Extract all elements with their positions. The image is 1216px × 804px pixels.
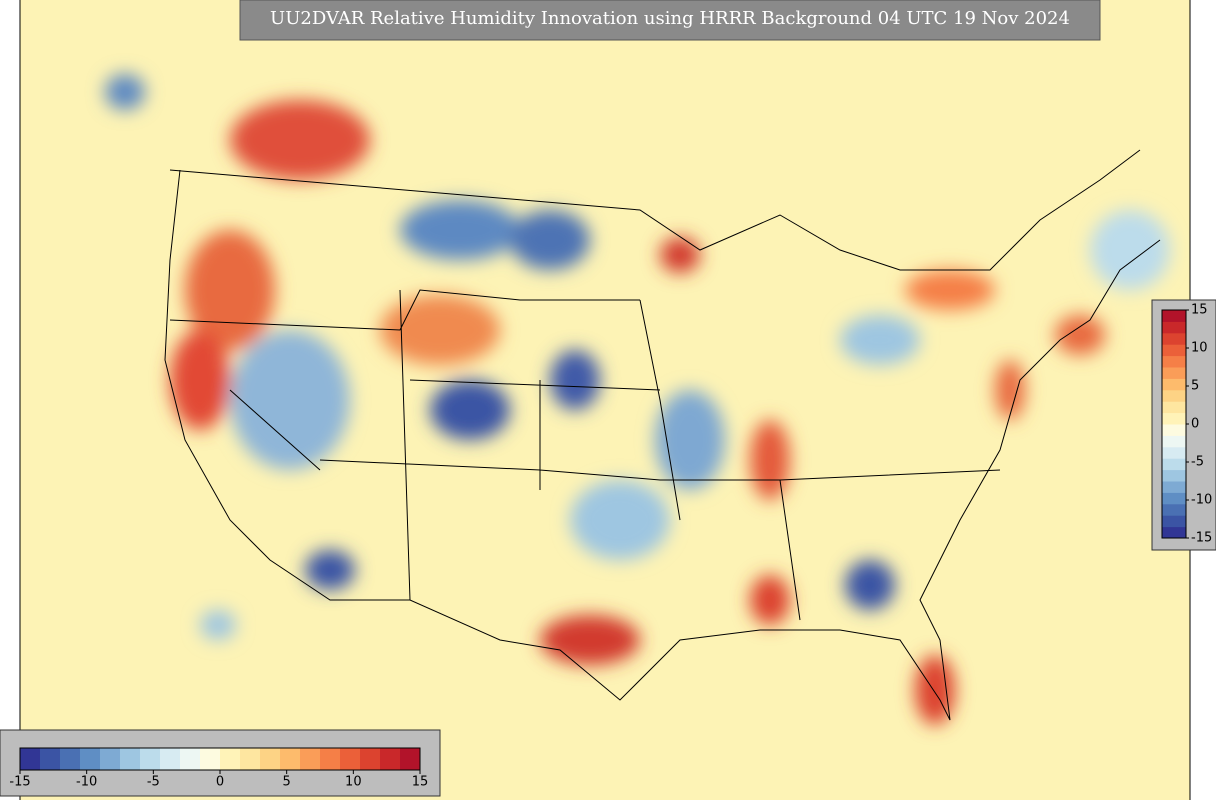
- colorbar-segment: [180, 748, 201, 770]
- colorbar-segment: [1162, 492, 1186, 505]
- colorbar-segment: [1162, 401, 1186, 414]
- colorbar-tick-label: -10: [76, 775, 97, 790]
- colorbar-segment: [380, 748, 401, 770]
- colorbar-segment: [1162, 378, 1186, 391]
- colorbar-segment: [1162, 458, 1186, 471]
- colorbar-tick-label: -5: [1191, 455, 1204, 470]
- colorbar-segment: [280, 748, 301, 770]
- colorbar-segment: [1162, 412, 1186, 425]
- colorbar-segment: [120, 748, 141, 770]
- colorbar-tick-label: 5: [1191, 379, 1199, 394]
- colorbar-segment: [300, 748, 321, 770]
- colorbar-segment: [60, 748, 81, 770]
- colorbar-tick-label: 15: [1191, 303, 1208, 318]
- colorbar-segment: [260, 748, 281, 770]
- colorbar-tick-label: 10: [345, 775, 362, 790]
- colorbar-tick-label: 10: [1191, 341, 1208, 356]
- colorbar-segment: [1162, 332, 1186, 345]
- colorbar-tick-label: 0: [1191, 417, 1199, 432]
- colorbar-segment: [400, 748, 421, 770]
- colorbar-segment: [220, 748, 241, 770]
- colorbar-segment: [1162, 526, 1186, 539]
- colorbar-segment: [1162, 367, 1186, 379]
- colorbar-segment: [160, 748, 181, 770]
- colorbar-segment: [1162, 515, 1186, 528]
- colorbar-tick-label: -15: [1191, 531, 1212, 546]
- colorbar-segment: [1162, 389, 1186, 402]
- colorbar-segment: [20, 748, 41, 770]
- colorbar-segment: [100, 748, 121, 770]
- colorbar-tick-label: 5: [283, 775, 291, 790]
- colorbar-segment: [360, 748, 381, 770]
- colorbar-segment: [1162, 503, 1186, 516]
- map-title: UU2DVAR Relative Humidity Innovation usi…: [270, 8, 1070, 29]
- colorbar-segment: [1162, 310, 1186, 322]
- colorbar-tick-label: -15: [9, 775, 30, 790]
- state-lines: [169, 289, 1001, 621]
- colorbar-segment: [240, 748, 261, 770]
- colorbar-tick-label: -5: [147, 775, 160, 790]
- colorbar-segment: [1162, 446, 1186, 459]
- colorbar-segment: [140, 748, 161, 770]
- humidity-field: [105, 74, 1170, 725]
- colorbar-segment: [1162, 435, 1186, 448]
- colorbar-segment: [1162, 424, 1186, 436]
- colorbar-segment: [320, 748, 341, 770]
- colorbar-segment: [1162, 355, 1186, 368]
- coastline: [164, 169, 1161, 721]
- colorbar-segment: [200, 748, 221, 770]
- colorbar-segment: [40, 748, 61, 770]
- colorbar-segment: [80, 748, 101, 770]
- title-box: [239, 0, 1101, 41]
- colorbar-tick-label: 0: [216, 775, 224, 790]
- colorbar-tick-label: 15: [412, 775, 429, 790]
- colorbar-segment: [340, 748, 361, 770]
- colorbars: -15 -10 -5 0 5 10 15 15 10 5 0 -5 -10 -15: [9, 303, 1212, 790]
- colorbar-segment: [1162, 469, 1186, 482]
- colorbar-segment: [1162, 321, 1186, 334]
- colorbar-segment: [1162, 481, 1186, 493]
- colorbar-tick-label: -10: [1191, 493, 1212, 508]
- colorbar-segment: [1162, 344, 1186, 357]
- border-line: [169, 149, 1141, 271]
